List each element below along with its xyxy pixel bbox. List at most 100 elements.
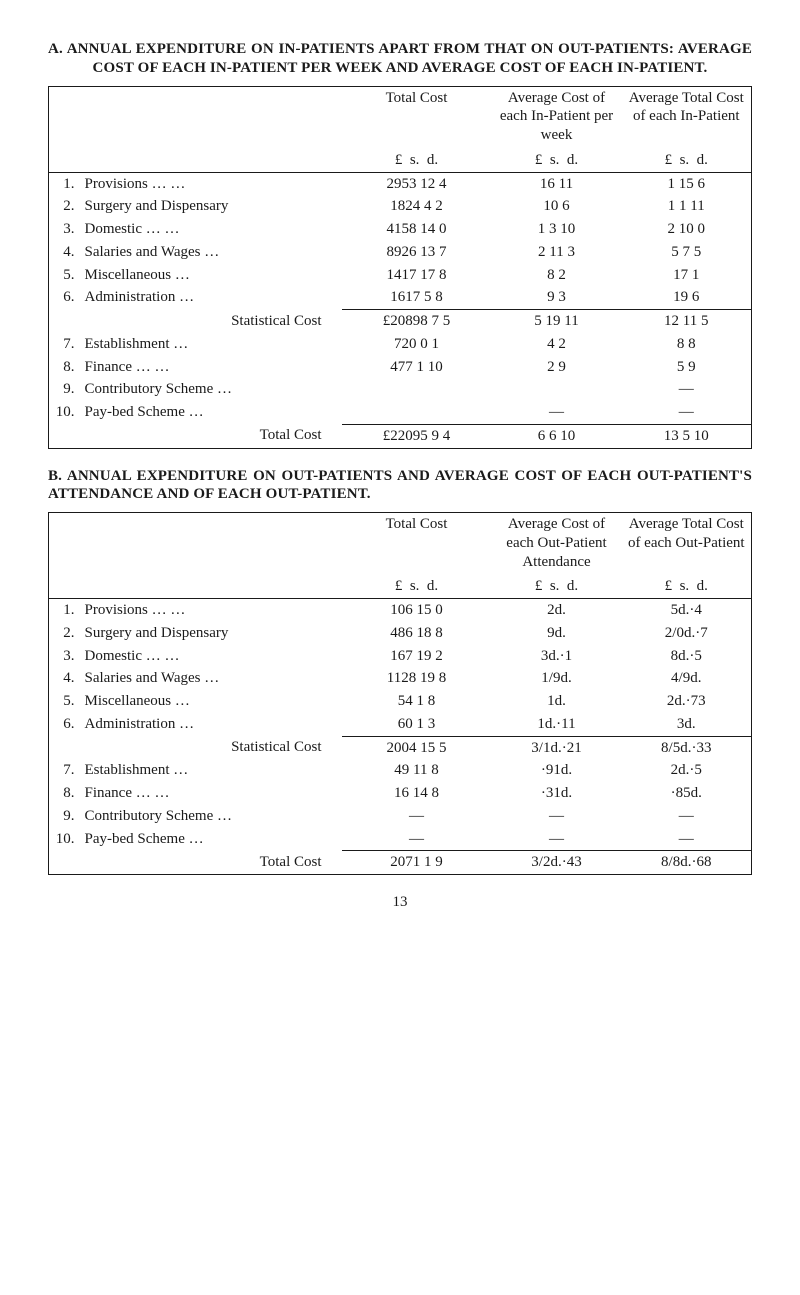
- row-col3: 5 9: [622, 356, 752, 379]
- row-col3: 4/9d.: [622, 667, 752, 690]
- row-label: Establishment …: [81, 333, 342, 356]
- table-b-lsd-2: £ s. d.: [492, 575, 622, 598]
- row-index: 2.: [49, 195, 81, 218]
- row-col2: 8 2: [492, 264, 622, 287]
- table-b-total-label: Total Cost: [81, 851, 342, 875]
- row-index: 10.: [49, 401, 81, 424]
- table-row: 10.Pay-bed Scheme …——: [49, 401, 752, 424]
- table-a-subtotal-c1: £20898 7 5: [342, 310, 492, 333]
- row-col3: 19 6: [622, 286, 752, 309]
- row-index: 5.: [49, 690, 81, 713]
- table-row: 2.Surgery and Dispensary486 18 89d.2/0d.…: [49, 622, 752, 645]
- table-row: 4.Salaries and Wages …1128 19 81/9d.4/9d…: [49, 667, 752, 690]
- section-b-heading: B. ANNUAL EXPENDITURE ON OUT-PATIENTS AN…: [48, 467, 752, 505]
- row-col3: 8 8: [622, 333, 752, 356]
- row-col3: 5d.·4: [622, 599, 752, 622]
- row-index: 7.: [49, 759, 81, 782]
- table-row: 6.Administration …1617 5 89 319 6: [49, 286, 752, 309]
- table-row: 8.Finance … …477 1 102 95 9: [49, 356, 752, 379]
- row-totalcost: 1824 4 2: [342, 195, 492, 218]
- table-b-head-totalcost: Total Cost: [342, 513, 492, 576]
- row-col2: ·91d.: [492, 759, 622, 782]
- table-a-head-totalcost: Total Cost: [342, 86, 492, 149]
- row-totalcost: 60 1 3: [342, 713, 492, 736]
- row-index: 1.: [49, 599, 81, 622]
- table-a-head-perpatient: Average Total Cost of each In-Patient: [622, 86, 752, 149]
- row-label: Contributory Scheme …: [81, 378, 342, 401]
- table-b-subtotal-c2: 3/1d.·21: [492, 736, 622, 759]
- row-label: Contributory Scheme …: [81, 805, 342, 828]
- row-label: Finance … …: [81, 356, 342, 379]
- row-totalcost: 720 0 1: [342, 333, 492, 356]
- table-b-lsd-3: £ s. d.: [622, 575, 752, 598]
- row-col2: 2 11 3: [492, 241, 622, 264]
- row-index: 3.: [49, 218, 81, 241]
- row-label: Administration …: [81, 286, 342, 309]
- row-totalcost: —: [342, 805, 492, 828]
- table-a-subtotal-c3: 12 11 5: [622, 310, 752, 333]
- row-totalcost: 54 1 8: [342, 690, 492, 713]
- row-col2: 9 3: [492, 286, 622, 309]
- row-label: Administration …: [81, 713, 342, 736]
- row-col2: 3d.·1: [492, 645, 622, 668]
- table-row: 5.Miscellaneous …1417 17 88 217 1: [49, 264, 752, 287]
- table-b: Total Cost Average Cost of each Out-Pati…: [48, 512, 752, 875]
- row-index: 7.: [49, 333, 81, 356]
- row-col3: —: [622, 378, 752, 401]
- table-row: 9.Contributory Scheme …—: [49, 378, 752, 401]
- row-index: 8.: [49, 356, 81, 379]
- table-b-blank-head: [49, 513, 342, 576]
- row-totalcost: 477 1 10: [342, 356, 492, 379]
- row-index: 9.: [49, 805, 81, 828]
- row-col2: 10 6: [492, 195, 622, 218]
- row-index: 8.: [49, 782, 81, 805]
- row-col3: 17 1: [622, 264, 752, 287]
- table-a-lsd-2: £ s. d.: [492, 149, 622, 172]
- row-totalcost: —: [342, 828, 492, 851]
- row-index: 6.: [49, 286, 81, 309]
- row-totalcost: 2953 12 4: [342, 172, 492, 195]
- row-totalcost: [342, 401, 492, 424]
- row-label: Finance … …: [81, 782, 342, 805]
- row-col2: 1/9d.: [492, 667, 622, 690]
- row-col2: —: [492, 828, 622, 851]
- row-col2: —: [492, 401, 622, 424]
- row-col2: ·31d.: [492, 782, 622, 805]
- table-row: 7.Establishment …720 0 14 28 8: [49, 333, 752, 356]
- row-col3: 2d.·73: [622, 690, 752, 713]
- row-index: 4.: [49, 241, 81, 264]
- row-label: Salaries and Wages …: [81, 667, 342, 690]
- row-index: 2.: [49, 622, 81, 645]
- table-row: 5.Miscellaneous …54 1 81d.2d.·73: [49, 690, 752, 713]
- row-label: Domestic … …: [81, 645, 342, 668]
- row-label: Provisions … …: [81, 599, 342, 622]
- row-index: 1.: [49, 172, 81, 195]
- page: A. ANNUAL EXPENDITURE ON IN-PATIENTS APA…: [0, 0, 800, 936]
- row-index: 5.: [49, 264, 81, 287]
- row-totalcost: 4158 14 0: [342, 218, 492, 241]
- row-index: 10.: [49, 828, 81, 851]
- table-a: Total Cost Average Cost of each In-Patie…: [48, 86, 752, 449]
- table-a-subtotal-c2: 5 19 11: [492, 310, 622, 333]
- table-b-subtotal-c1: 2004 15 5: [342, 736, 492, 759]
- row-col3: ·85d.: [622, 782, 752, 805]
- row-col3: —: [622, 805, 752, 828]
- row-label: Surgery and Dispensary: [81, 622, 342, 645]
- row-totalcost: [342, 378, 492, 401]
- table-b-total-c3: 8/8d.·68: [622, 851, 752, 875]
- table-row: 1.Provisions … …106 15 02d.5d.·4: [49, 599, 752, 622]
- table-b-total-c1: 2071 1 9: [342, 851, 492, 875]
- row-totalcost: 49 11 8: [342, 759, 492, 782]
- table-a-blank-head: [49, 86, 342, 149]
- table-a-total-c3: 13 5 10: [622, 424, 752, 448]
- page-number: 13: [48, 893, 752, 912]
- row-label: Salaries and Wages …: [81, 241, 342, 264]
- row-col2: [492, 378, 622, 401]
- table-b-lsd-1: £ s. d.: [342, 575, 492, 598]
- row-totalcost: 1617 5 8: [342, 286, 492, 309]
- table-b-subtotal-c3: 8/5d.·33: [622, 736, 752, 759]
- row-col3: 2/0d.·7: [622, 622, 752, 645]
- row-col2: 1d.·11: [492, 713, 622, 736]
- row-label: Miscellaneous …: [81, 690, 342, 713]
- row-col3: 2 10 0: [622, 218, 752, 241]
